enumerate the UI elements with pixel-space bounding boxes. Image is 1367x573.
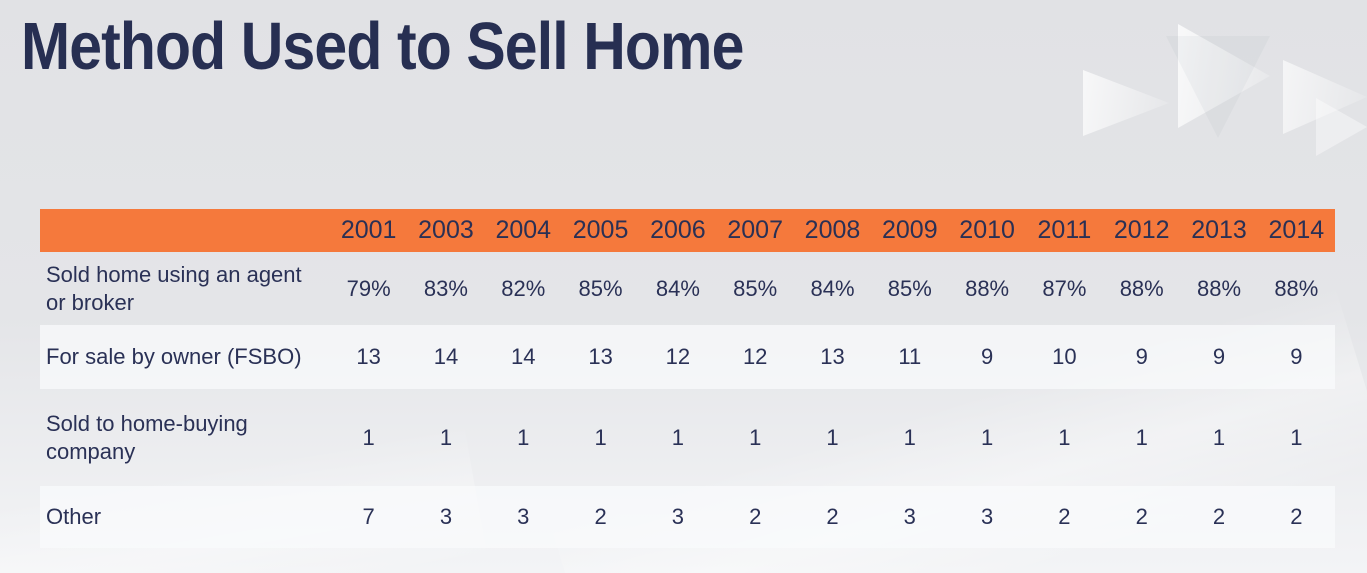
year-header-cell: 2010 [959, 216, 1015, 244]
value-cell: 1 [1135, 424, 1148, 450]
value-cell: 83% [423, 275, 468, 301]
value-cell: 12 [742, 344, 768, 369]
table-header-row: 2001 2003 2004 2005 2006 2007 2008 2009 2010 2011… [40, 209, 1335, 252]
value-cell: 1 [749, 424, 762, 450]
value-cell: 3 [903, 504, 916, 529]
value-cell: 88% [1119, 275, 1164, 301]
value-cell: 85% [733, 275, 778, 301]
value-cell: 13 [820, 344, 845, 369]
value-cell: 2 [749, 504, 762, 529]
background-triangle-icon [1316, 98, 1367, 156]
value-cell: 1 [594, 424, 607, 450]
year-header-cell: 2007 [727, 216, 783, 244]
year-header-cell: 2001 [340, 216, 397, 244]
background-triangle-icon [1166, 36, 1270, 138]
value-cell: 87% [1042, 275, 1087, 301]
value-cell: 85% [887, 275, 932, 301]
year-header-cell: 2005 [572, 216, 629, 244]
value-cell: 9 [1212, 344, 1226, 369]
value-cell: 1 [362, 424, 375, 450]
value-cell: 1 [671, 424, 684, 450]
value-cell: 7 [362, 504, 375, 529]
value-cell: 2 [826, 504, 839, 529]
value-cell: 88% [1197, 275, 1242, 301]
value-cell: 88% [965, 275, 1010, 301]
value-cell: 9 [1290, 344, 1303, 369]
value-cell: 79% [346, 275, 391, 301]
value-cell: 13 [356, 344, 381, 369]
value-cell: 84% [655, 275, 700, 301]
value-cell: 10 [1052, 344, 1077, 369]
value-cell: 3 [671, 504, 684, 529]
year-header-cell: 2009 [881, 216, 938, 244]
value-cell: 14 [433, 344, 459, 369]
row-label: Sold to home-buying company [46, 411, 248, 464]
background-triangle-icon [1178, 24, 1270, 128]
value-cell: 2 [594, 504, 607, 529]
value-cell: 82% [501, 275, 546, 301]
value-cell: 1 [903, 424, 916, 450]
value-cell: 1 [980, 424, 994, 450]
year-header-cell: 2006 [650, 216, 706, 244]
value-cell: 3 [517, 504, 530, 529]
year-header-cell: 2003 [418, 216, 474, 244]
year-header-cell: 2008 [804, 216, 861, 244]
table-row: Other 7 3 3 2 3 2 2 3 3 2 2 2 2 [40, 486, 1335, 548]
value-cell: 2 [1290, 504, 1303, 529]
value-cell: 12 [665, 344, 691, 369]
value-cell: 3 [980, 504, 994, 529]
value-cell: 1 [439, 424, 453, 450]
background-triangle-icon [1083, 70, 1169, 136]
value-cell: 2 [1135, 504, 1148, 529]
background-triangle-icon [1283, 60, 1367, 134]
value-cell: 11 [898, 344, 922, 369]
table-body: Sold home using an agent or broker 79% 83%… [40, 252, 1335, 548]
table-row: Sold home using an agent or broker 79% 83%… [40, 252, 1335, 325]
value-cell: 14 [511, 344, 536, 369]
value-cell: 84% [810, 275, 855, 301]
year-header-cell: 2013 [1191, 216, 1247, 244]
table-row: For sale by owner (FSBO) 13 14 14 13 12 12 13 11… [40, 325, 1335, 389]
page-title: Method Used to Sell Home [21, 9, 744, 84]
year-header-cell: 2004 [495, 216, 552, 244]
year-header-cell: 2012 [1113, 216, 1170, 244]
value-cell: 2 [1058, 504, 1071, 529]
value-cell: 2 [1212, 504, 1226, 529]
value-cell: 1 [1290, 424, 1303, 450]
row-label: For sale by owner (FSBO) [46, 344, 302, 370]
row-label: Other [46, 504, 102, 530]
data-table: 2001 2003 2004 2005 2006 2007 2008 2009 2010 2011… [40, 209, 1335, 548]
year-header-cell: 2014 [1268, 216, 1325, 244]
year-header-cell: 2011 [1037, 216, 1092, 244]
value-cell: 88% [1274, 275, 1319, 301]
value-cell: 85% [578, 275, 623, 301]
value-cell: 1 [1058, 424, 1071, 450]
table-row: Sold to home-buying company 1 1 1 1 1 1 1 1 1 1 1 1 1 [40, 389, 1335, 486]
row-label: Sold home using an agent or broker [46, 262, 302, 315]
value-cell: 1 [1212, 424, 1226, 450]
value-cell: 3 [439, 504, 453, 529]
value-cell: 9 [1135, 344, 1148, 369]
value-cell: 1 [517, 424, 530, 450]
value-cell: 13 [588, 344, 613, 369]
value-cell: 1 [826, 424, 839, 450]
value-cell: 9 [980, 344, 994, 369]
